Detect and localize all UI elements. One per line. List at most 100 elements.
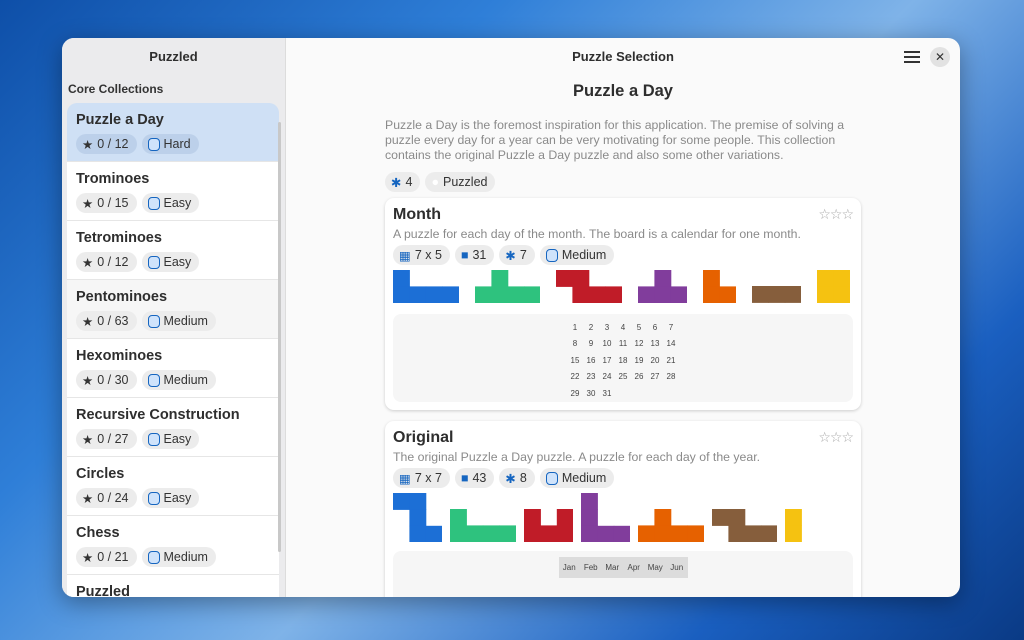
close-icon[interactable]: ✕ [930, 47, 950, 67]
piece-cell [719, 286, 736, 303]
piece-cell [523, 286, 541, 303]
collection-item[interactable]: Tetrominoes ★ 0 / 12 Easy [67, 221, 279, 280]
board-cell: 7 [668, 323, 674, 332]
board-cell: 4 [620, 323, 626, 332]
star-icon: ★ [82, 137, 94, 152]
puzzle-card[interactable]: Original ☆☆☆ The original Puzzle a Day p… [385, 421, 861, 597]
header-title: Puzzle Selection [572, 49, 674, 64]
stars-badge: ★ 0 / 21 [76, 547, 137, 567]
piece-cell [393, 493, 410, 510]
difficulty-icon [147, 255, 160, 269]
piece[interactable] [393, 493, 443, 543]
puzzle-piece-icon: ✱ [505, 471, 516, 486]
stars-badge: ★ 0 / 30 [76, 370, 137, 390]
piece-cell [425, 525, 443, 543]
difficulty-badge: Medium [141, 370, 216, 390]
difficulty-badge: Medium [141, 547, 216, 567]
collection-list: Puzzle a Day ★ 0 / 12 Hard Trominoes ★ 0 / 15 E… [67, 103, 279, 597]
piece-cell [760, 525, 778, 543]
star-icon: ★ [82, 196, 94, 211]
board-cell: Mar [601, 557, 623, 578]
collection-item[interactable]: Puzzled [67, 575, 279, 597]
difficulty-icon [147, 373, 160, 387]
piece[interactable] [785, 509, 802, 543]
collection-name: Circles [76, 466, 125, 482]
collection-description: Puzzle a Day is the foremost inspiration… [385, 118, 845, 162]
board-cell: 14 [666, 339, 676, 349]
piece-cell [744, 525, 762, 543]
piece-cell [442, 286, 459, 303]
difficulty-icon [147, 137, 160, 151]
board-size-badge: ▦ 7 x 5 [393, 245, 450, 265]
piece[interactable] [703, 270, 736, 303]
grid-icon: ▦ [399, 471, 411, 486]
puzzle-description: A puzzle for each day of the month. The … [393, 227, 801, 241]
board-cell: 5 [636, 323, 642, 332]
piece-cell [654, 270, 672, 287]
board-cell: May [644, 557, 666, 578]
hamburger-icon[interactable] [904, 49, 920, 63]
piece-cell [605, 286, 622, 303]
piece[interactable] [638, 509, 704, 543]
puzzle-piece-icon: ✱ [505, 248, 516, 263]
piece-cell [425, 286, 443, 303]
piece[interactable] [711, 509, 778, 543]
puzzle-count-badge: ✱ 4 [385, 172, 421, 192]
piece[interactable] [751, 286, 801, 303]
piece-cell [450, 509, 468, 527]
collection-item[interactable]: Pentominoes ★ 0 / 63 Medium [67, 280, 279, 339]
piece[interactable] [637, 270, 687, 303]
difficulty-icon [147, 196, 160, 210]
piece[interactable] [581, 493, 631, 543]
collection-item[interactable]: Circles ★ 0 / 24 Easy [67, 457, 279, 516]
piece-cell [785, 525, 802, 543]
piece-cell [572, 270, 590, 287]
scrollbar[interactable] [278, 122, 281, 552]
piece-cell [654, 525, 672, 543]
collection-item[interactable]: Puzzle a Day ★ 0 / 12 Hard [67, 103, 279, 162]
piece[interactable] [556, 270, 622, 303]
piece[interactable] [450, 509, 516, 543]
board-cell: 10 [602, 339, 612, 349]
puzzle-board: JanFebMarAprMayJunJulAugSepOctNovDec [393, 551, 853, 597]
piece-cell [768, 286, 786, 303]
board-cell: Jan [558, 557, 580, 578]
star-rating: ☆☆☆ [818, 429, 854, 445]
collection-title: Puzzle a Day [573, 82, 673, 100]
star-icon: ★ [82, 432, 94, 447]
puzzle-description: The original Puzzle a Day puzzle. A puzz… [393, 450, 761, 464]
piece[interactable] [393, 270, 459, 303]
difficulty-icon [147, 314, 160, 328]
board-cell: 26 [634, 372, 644, 382]
collection-item[interactable]: Hexominoes ★ 0 / 30 Medium [67, 339, 279, 398]
piece[interactable] [474, 270, 541, 303]
pieces-badge: ✱ 7 [499, 245, 535, 265]
piece[interactable] [523, 509, 573, 543]
piece-cell [654, 509, 672, 527]
board-cell: 25 [618, 372, 628, 382]
collection-name: Puzzled [76, 584, 130, 597]
puzzle-card[interactable]: Month ☆☆☆ A puzzle for each day of the m… [385, 198, 861, 410]
board-cell: 28 [666, 372, 676, 382]
star-rating: ☆☆☆ [818, 206, 854, 222]
board-cell: 6 [652, 323, 658, 332]
stars-badge: ★ 0 / 27 [76, 429, 137, 449]
collection-item[interactable]: Trominoes ★ 0 / 15 Easy [67, 162, 279, 221]
board-cell: 3 [604, 323, 610, 332]
board-cell: 12 [634, 339, 644, 349]
star-icon: ★ [82, 550, 94, 565]
piece-cell [597, 525, 615, 543]
collection-name: Chess [76, 525, 120, 541]
board-cell: 21 [666, 355, 676, 365]
piece-cell [393, 286, 410, 303]
collection-item[interactable]: Recursive Construction ★ 0 / 27 Easy [67, 398, 279, 457]
board-cell: 2 [588, 323, 594, 332]
board-cell: 8 [572, 339, 578, 349]
piece-cell [703, 270, 720, 287]
cells-badge: ■ 31 [454, 245, 495, 265]
piece[interactable] [817, 270, 850, 303]
piece-cell [588, 286, 606, 303]
piece-cell [556, 509, 573, 527]
collection-item[interactable]: Chess ★ 0 / 21 Medium [67, 516, 279, 575]
difficulty-badge: Hard [141, 134, 199, 154]
